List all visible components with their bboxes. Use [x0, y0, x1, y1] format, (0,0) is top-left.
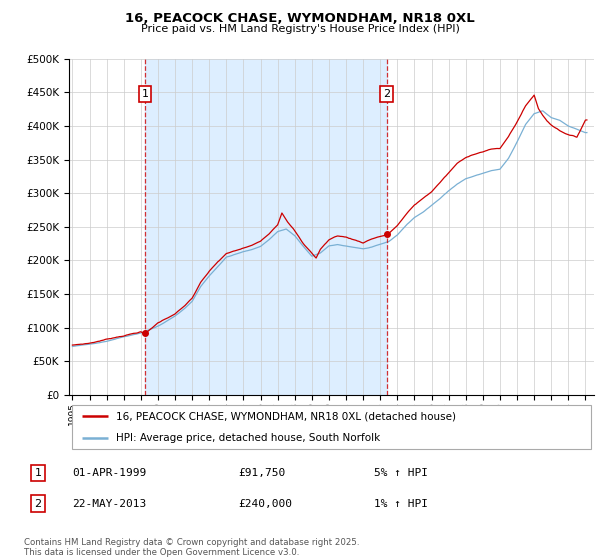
Text: 01-APR-1999: 01-APR-1999	[72, 468, 146, 478]
Text: £91,750: £91,750	[238, 468, 286, 478]
Text: 5% ↑ HPI: 5% ↑ HPI	[374, 468, 428, 478]
Text: 1: 1	[35, 468, 41, 478]
Text: 1% ↑ HPI: 1% ↑ HPI	[374, 498, 428, 508]
Text: 22-MAY-2013: 22-MAY-2013	[72, 498, 146, 508]
Text: Price paid vs. HM Land Registry's House Price Index (HPI): Price paid vs. HM Land Registry's House …	[140, 24, 460, 34]
Text: Contains HM Land Registry data © Crown copyright and database right 2025.
This d: Contains HM Land Registry data © Crown c…	[24, 538, 359, 557]
Text: 16, PEACOCK CHASE, WYMONDHAM, NR18 0XL: 16, PEACOCK CHASE, WYMONDHAM, NR18 0XL	[125, 12, 475, 25]
Text: £240,000: £240,000	[238, 498, 292, 508]
Text: 2: 2	[35, 498, 41, 508]
Text: 1: 1	[142, 89, 149, 99]
Text: 16, PEACOCK CHASE, WYMONDHAM, NR18 0XL (detached house): 16, PEACOCK CHASE, WYMONDHAM, NR18 0XL (…	[116, 411, 456, 421]
Bar	[145, 59, 387, 395]
Text: 2: 2	[383, 89, 390, 99]
FancyBboxPatch shape	[71, 405, 592, 449]
Text: HPI: Average price, detached house, South Norfolk: HPI: Average price, detached house, Sout…	[116, 433, 380, 443]
